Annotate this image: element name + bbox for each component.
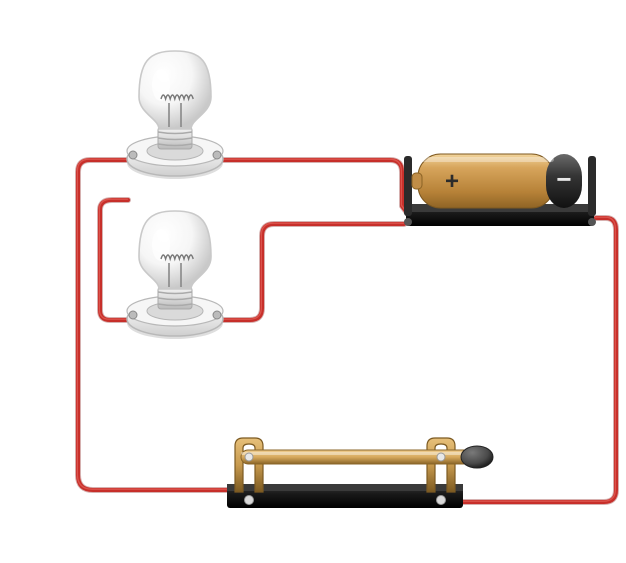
wire-bulb-bridge: [99, 199, 128, 320]
wire-mid-to-battery: [221, 223, 404, 320]
battery-plus-label: +: [445, 168, 459, 195]
bulb-2-icon: [127, 211, 223, 339]
battery-icon: +−: [404, 154, 596, 226]
switch-icon: [227, 438, 493, 508]
wire-top-to-battery: [221, 159, 408, 214]
bulb-1-icon: [127, 51, 223, 179]
circuit-diagram: +−: [0, 0, 626, 563]
battery-minus-label: −: [556, 164, 571, 194]
